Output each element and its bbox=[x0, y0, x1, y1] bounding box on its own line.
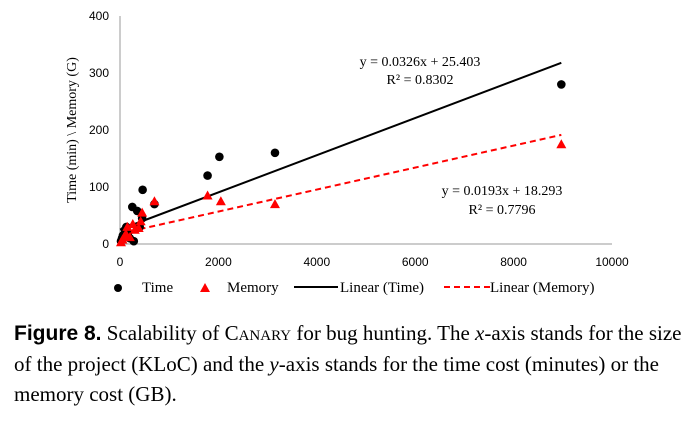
trendline-equations: y = 0.0326x + 25.403 R² = 0.8302 y = 0.019… bbox=[360, 55, 563, 218]
memory-point bbox=[124, 232, 135, 242]
legend-linear-time-label: Linear (Time) bbox=[340, 280, 424, 296]
y-tick-label: 100 bbox=[89, 180, 109, 194]
caption-text-1: Scalability of bbox=[101, 321, 225, 345]
figure-caption: Figure 8. Scalability of Canary for bug … bbox=[14, 318, 686, 409]
caption-lead: Figure 8. bbox=[14, 322, 102, 345]
x-tick-label: 4000 bbox=[303, 255, 330, 269]
x-tick-label: 8000 bbox=[500, 255, 527, 269]
memory-point bbox=[202, 190, 213, 200]
legend-memory-marker bbox=[200, 283, 210, 292]
caption-text-2: for bug hunting. The bbox=[291, 321, 476, 345]
caption-text-4: -axis stands for the time cost (minutes)… bbox=[14, 352, 659, 406]
legend-time-marker bbox=[114, 284, 122, 292]
caption-y-var: y bbox=[269, 352, 279, 376]
trendline-r2-time: R² = 0.8302 bbox=[387, 73, 454, 88]
x-tick-label: 2000 bbox=[205, 255, 232, 269]
trendline-equation-memory: y = 0.0193x + 18.293 bbox=[442, 184, 563, 199]
trendline-r2-memory: R² = 0.7796 bbox=[469, 203, 536, 218]
caption-text-3: -axis stands for the size of the project… bbox=[14, 321, 682, 376]
y-tick-label: 400 bbox=[89, 9, 109, 23]
chart-legend: Time Memory Linear (Time) Linear (Memory) bbox=[114, 280, 595, 296]
x-tick-label: 6000 bbox=[402, 255, 429, 269]
y-tick-label: 0 bbox=[102, 237, 109, 251]
legend-memory-label: Memory bbox=[227, 280, 279, 296]
x-tick-label: 10000 bbox=[595, 255, 629, 269]
memory-point bbox=[149, 196, 160, 206]
trendline-equation-time: y = 0.0326x + 25.403 bbox=[360, 55, 481, 70]
memory-point bbox=[215, 196, 226, 206]
caption-x-var: x bbox=[475, 321, 485, 345]
trendline-time bbox=[119, 61, 562, 231]
y-axis-label: Time (min) \ Memory (G) bbox=[65, 57, 80, 203]
legend-linear-memory-label: Linear (Memory) bbox=[490, 280, 595, 296]
memory-point bbox=[137, 207, 148, 217]
y-tick-label: 200 bbox=[89, 123, 109, 137]
memory-point bbox=[135, 216, 146, 226]
time-point bbox=[203, 171, 212, 180]
trendline-memory bbox=[119, 133, 562, 235]
time-point bbox=[557, 80, 566, 89]
time-point bbox=[270, 148, 280, 158]
memory-point bbox=[269, 199, 280, 209]
caption-tool-name: Canary bbox=[224, 321, 292, 345]
memory-point bbox=[133, 223, 144, 233]
memory-point bbox=[556, 139, 567, 149]
time-point bbox=[138, 185, 147, 195]
time-point bbox=[215, 152, 224, 162]
y-tick-label: 300 bbox=[89, 66, 109, 80]
memory-point bbox=[122, 221, 133, 231]
x-tick-label: 0 bbox=[117, 255, 124, 269]
trendlines bbox=[119, 61, 562, 235]
data-points bbox=[115, 80, 567, 247]
legend-time-label: Time bbox=[142, 280, 173, 296]
